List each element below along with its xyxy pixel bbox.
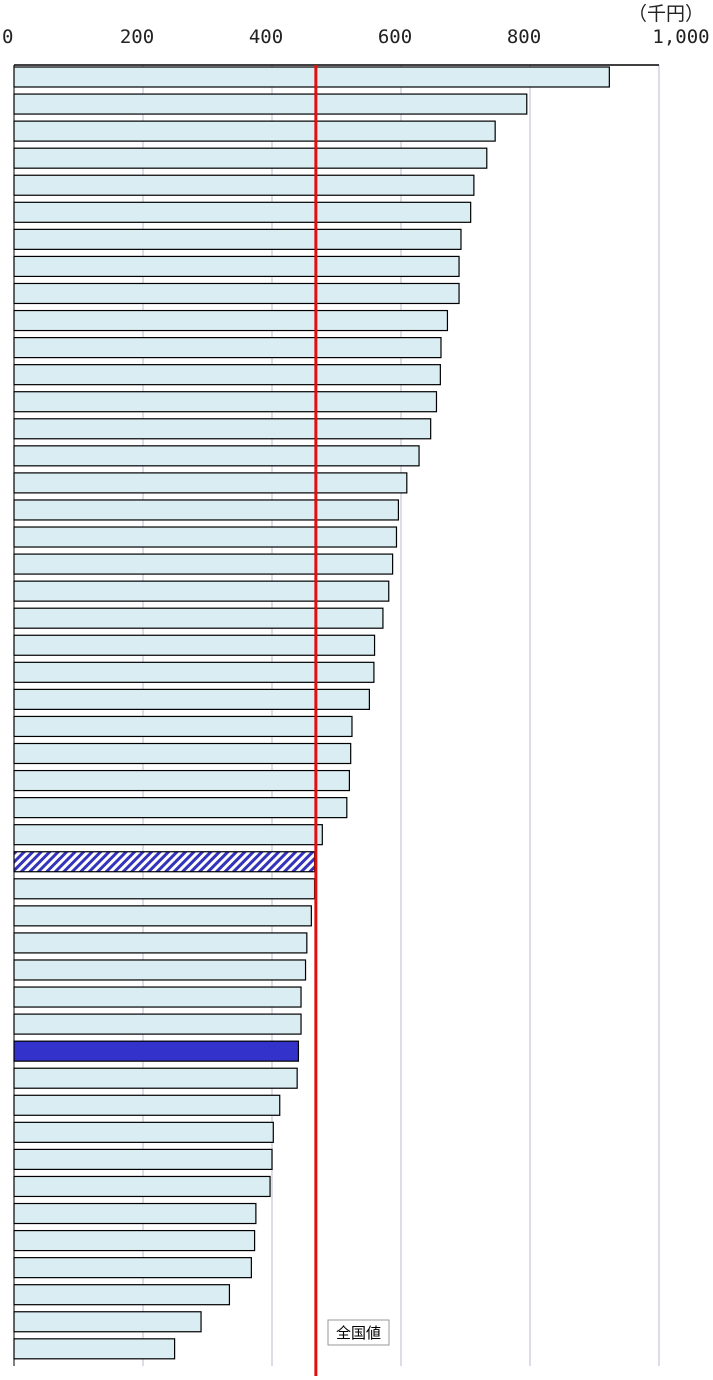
bar <box>13 282 460 305</box>
bar <box>13 607 384 629</box>
x-tick-label: 0 <box>2 26 13 48</box>
bar <box>13 228 462 250</box>
bar <box>13 364 441 386</box>
bar <box>13 201 472 223</box>
bar <box>13 66 610 88</box>
bar <box>13 1067 298 1089</box>
bar <box>13 932 308 954</box>
bar <box>13 1257 252 1279</box>
bar <box>13 1121 274 1143</box>
bar <box>13 1202 257 1225</box>
bar <box>13 1338 176 1360</box>
x-axis-ticks: 0 200 400 600 800 1,000 <box>2 26 710 48</box>
bar <box>13 742 352 765</box>
bar <box>13 824 323 846</box>
bar <box>13 93 528 115</box>
bar <box>13 580 390 602</box>
x-tick-label: 800 <box>507 26 541 48</box>
bar <box>13 1229 256 1252</box>
bar <box>13 661 375 683</box>
bar <box>13 1094 281 1116</box>
bar <box>13 391 438 413</box>
bar <box>13 1284 231 1306</box>
bar <box>13 851 316 873</box>
bars <box>13 66 610 1360</box>
x-tick-label: 600 <box>378 26 412 48</box>
bar <box>13 309 449 332</box>
bar <box>13 1013 302 1035</box>
bar <box>13 472 408 494</box>
unit-label: （千円） <box>628 3 704 25</box>
bar <box>13 499 400 521</box>
bar <box>13 255 460 278</box>
bar <box>13 634 376 656</box>
bar <box>13 526 398 548</box>
x-tick-label: 200 <box>120 26 154 48</box>
bar <box>13 553 394 575</box>
bar <box>13 715 353 738</box>
bar <box>13 445 420 467</box>
bar <box>13 1148 273 1171</box>
bar <box>13 1311 202 1333</box>
bar <box>13 905 312 927</box>
x-tick-label: 1,000 <box>652 26 709 48</box>
x-tick-label: 400 <box>249 26 283 48</box>
bar <box>13 418 432 440</box>
bar <box>13 120 496 142</box>
bar <box>13 986 302 1008</box>
bar <box>13 174 475 196</box>
bar <box>13 337 442 359</box>
national-average-annotation: 全国値 <box>327 1319 390 1346</box>
bar <box>13 959 307 981</box>
bar <box>13 797 348 819</box>
bar <box>13 1175 271 1198</box>
bar <box>13 1040 300 1062</box>
national-average-label: 全国値 <box>336 1324 381 1342</box>
bar <box>13 878 316 900</box>
national-average-label-box <box>327 1319 390 1346</box>
bar <box>13 147 488 169</box>
bar <box>13 769 350 792</box>
